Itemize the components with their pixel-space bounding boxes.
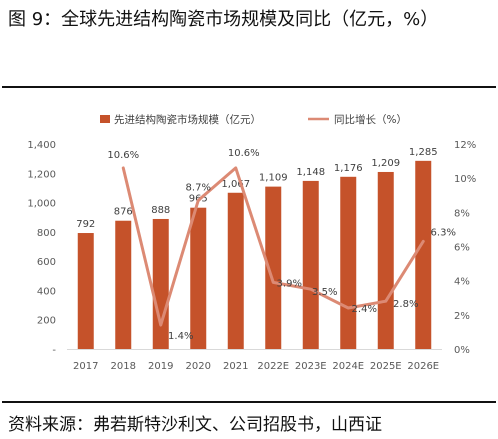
bar bbox=[377, 171, 394, 349]
bar bbox=[115, 220, 132, 349]
bar-value-label: 876 bbox=[114, 207, 133, 218]
left-axis-tick-label: 400 bbox=[37, 286, 56, 297]
x-axis-tick-label: 2024E bbox=[332, 361, 364, 372]
bar-value-label: 1,109 bbox=[259, 173, 288, 184]
bar-value-label: 1,176 bbox=[334, 163, 363, 174]
legend-line-label: 同比增长（%） bbox=[334, 113, 407, 126]
legend-bar-label: 先进结构陶瓷市场规模（亿元） bbox=[114, 113, 261, 126]
left-axis-tick-label: 600 bbox=[37, 257, 56, 268]
left-axis-tick-label: - bbox=[52, 345, 56, 356]
bar bbox=[152, 218, 169, 349]
figure-title: 图 9：全球先进结构陶瓷市场规模及同比（亿元，%） bbox=[8, 9, 439, 30]
x-axis: 2017 2018 2019 2020 2021 2022E 2023E 2024E 2025E… bbox=[73, 361, 439, 372]
bottom-rule bbox=[2, 401, 496, 403]
right-axis-tick-label: 2% bbox=[454, 311, 470, 322]
left-axis-tick-label: 200 bbox=[37, 316, 56, 327]
x-axis-tick-label: 2026E bbox=[407, 361, 439, 372]
right-axis-tick-label: 8% bbox=[454, 208, 470, 219]
legend: 先进结构陶瓷市场规模（亿元） 同比增长（%） bbox=[100, 113, 407, 126]
x-axis-tick-label: 2021 bbox=[223, 361, 248, 372]
left-axis-tick-label: 1,200 bbox=[27, 169, 56, 180]
legend-bar-swatch bbox=[100, 115, 110, 123]
x-axis-tick-label: 2022E bbox=[257, 361, 289, 372]
growth-value-label: 3.9% bbox=[277, 278, 302, 289]
left-axis-tick-label: 1,000 bbox=[27, 199, 56, 210]
growth-value-label: 3.5% bbox=[312, 287, 337, 298]
top-rule bbox=[2, 86, 496, 88]
growth-value-label: 10.6% bbox=[228, 148, 260, 159]
bar-value-label: 888 bbox=[151, 205, 170, 216]
bars bbox=[77, 160, 432, 349]
bar bbox=[77, 233, 94, 349]
bar-value-label: 1,285 bbox=[409, 147, 438, 158]
bar-value-label: 1,067 bbox=[221, 179, 250, 190]
right-axis-tick-label: 10% bbox=[454, 174, 476, 185]
bar-value-label: 1,209 bbox=[371, 158, 400, 169]
chart-svg: 先进结构陶瓷市场规模（亿元） 同比增长（%） - 200 400 600 800 1,00… bbox=[27, 113, 476, 372]
bar bbox=[340, 176, 357, 349]
right-axis: 0% 2% 4% 6% 8% 10% 12% bbox=[454, 140, 476, 356]
right-axis-tick-label: 12% bbox=[454, 140, 476, 151]
bar-value-label: 792 bbox=[76, 219, 95, 230]
x-axis-tick-label: 2020 bbox=[186, 361, 211, 372]
growth-value-label: 6.3% bbox=[431, 227, 456, 238]
growth-line-series bbox=[121, 166, 425, 327]
growth-value-label: 8.7% bbox=[186, 182, 211, 193]
bar bbox=[415, 160, 432, 349]
bar-value-label: 1,148 bbox=[296, 167, 325, 178]
right-axis-tick-label: 4% bbox=[454, 277, 470, 288]
growth-line bbox=[121, 166, 425, 327]
right-axis-tick-label: 0% bbox=[454, 345, 470, 356]
growth-value-label: 2.8% bbox=[393, 299, 418, 310]
growth-value-labels: 10.6% 1.4% 8.7% 10.6% 3.9% 3.5% 2.4% 2.8% 6.3% bbox=[107, 148, 456, 342]
bar bbox=[190, 207, 207, 349]
growth-value-label: 10.6% bbox=[107, 150, 139, 161]
bar bbox=[265, 186, 282, 349]
growth-value-label: 1.4% bbox=[168, 331, 193, 342]
chart: 先进结构陶瓷市场规模（亿元） 同比增长（%） - 200 400 600 800 1,00… bbox=[2, 88, 496, 400]
bar bbox=[302, 180, 319, 349]
x-axis-tick-label: 2017 bbox=[73, 361, 98, 372]
bar bbox=[227, 192, 244, 349]
source-note: 资料来源：弗若斯特沙利文、公司招股书，山西证 bbox=[8, 415, 382, 435]
x-axis-tick-label: 2019 bbox=[148, 361, 173, 372]
growth-value-label: 2.4% bbox=[352, 304, 377, 315]
left-axis-tick-label: 1,400 bbox=[27, 140, 56, 151]
x-axis-tick-label: 2023E bbox=[295, 361, 327, 372]
left-axis: - 200 400 600 800 1,000 1,200 1,400 bbox=[27, 140, 56, 356]
left-axis-tick-label: 800 bbox=[37, 228, 56, 239]
right-axis-tick-label: 6% bbox=[454, 243, 470, 254]
x-axis-tick-label: 2025E bbox=[370, 361, 402, 372]
x-axis-tick-label: 2018 bbox=[111, 361, 136, 372]
